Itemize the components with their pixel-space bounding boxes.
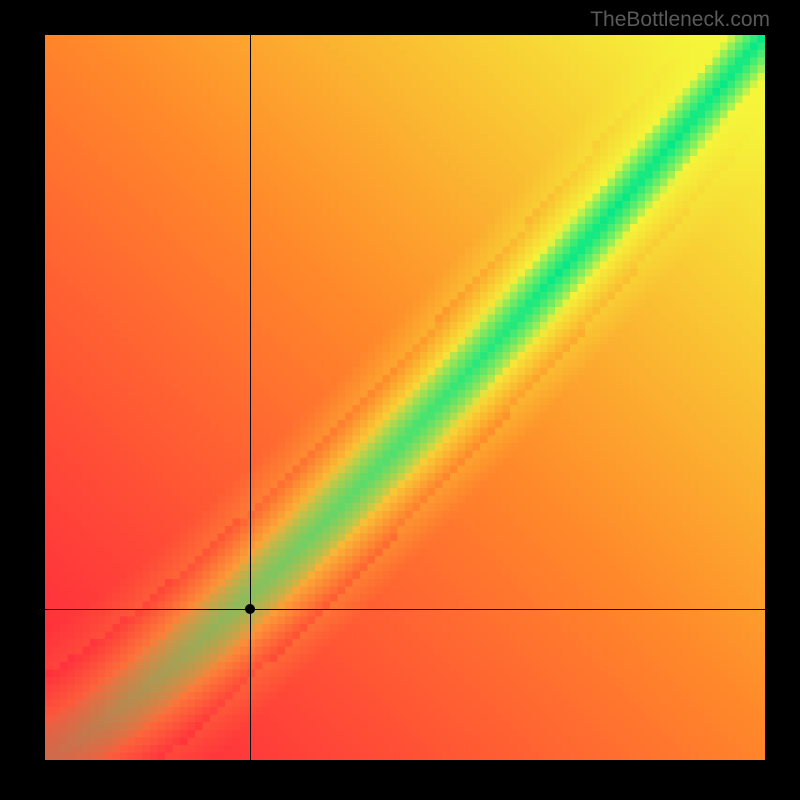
plot-area bbox=[45, 35, 765, 760]
marker-dot bbox=[245, 604, 255, 614]
chart-container: TheBottleneck.com bbox=[0, 0, 800, 800]
watermark-text: TheBottleneck.com bbox=[590, 8, 770, 32]
crosshair-horizontal bbox=[45, 609, 765, 610]
heatmap-canvas bbox=[45, 35, 765, 760]
crosshair-vertical bbox=[250, 35, 251, 760]
